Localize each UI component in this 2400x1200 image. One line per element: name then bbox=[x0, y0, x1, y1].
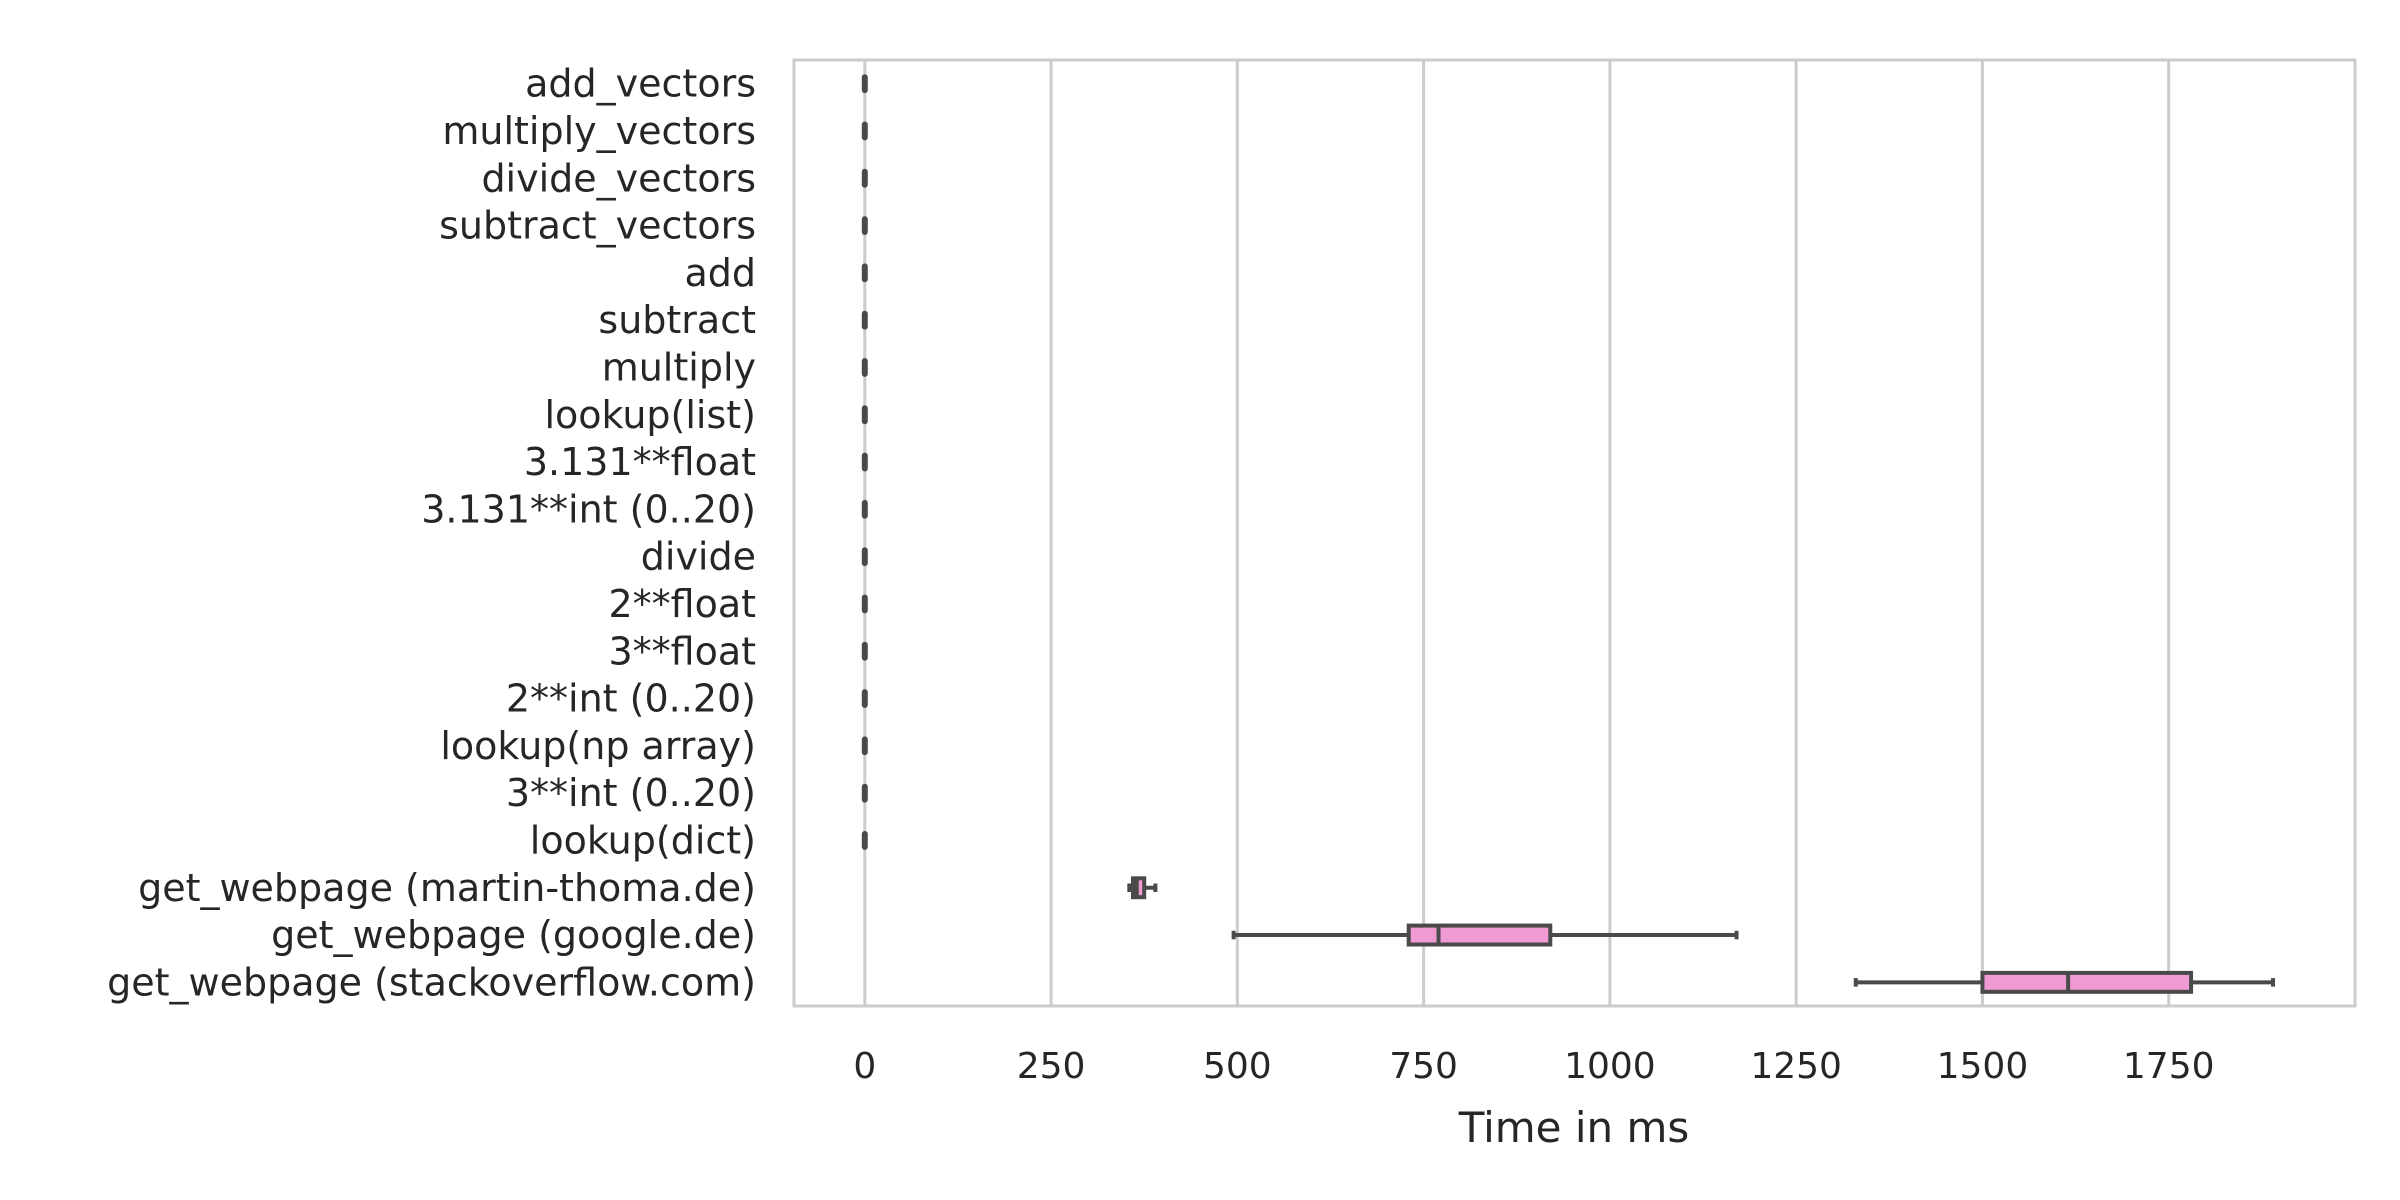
category-label-9: 3.131**int (0..20) bbox=[421, 487, 756, 531]
box-4 bbox=[861, 263, 868, 283]
box-11-marker bbox=[861, 594, 868, 614]
box-10 bbox=[861, 547, 868, 567]
category-label-18: get_webpage (google.de) bbox=[271, 913, 756, 957]
box-7 bbox=[861, 405, 868, 425]
box-6-marker bbox=[861, 357, 868, 377]
category-label-17: get_webpage (martin-thoma.de) bbox=[138, 866, 756, 910]
box-15 bbox=[861, 783, 868, 803]
box-12 bbox=[861, 641, 868, 661]
category-label-14: lookup(np array) bbox=[440, 724, 756, 768]
category-label-8: 3.131**float bbox=[524, 440, 756, 484]
box-5-marker bbox=[861, 310, 868, 330]
box-3-marker bbox=[861, 216, 868, 236]
box-11 bbox=[861, 594, 868, 614]
box-9-marker bbox=[861, 499, 868, 519]
x-tick-label-6: 1500 bbox=[1937, 1046, 2029, 1087]
category-labels: add_vectorsmultiply_vectorsdivide_vector… bbox=[107, 62, 756, 1005]
box-14-marker bbox=[861, 736, 868, 756]
box-18-iqr bbox=[1406, 923, 1553, 947]
box-16 bbox=[861, 830, 868, 850]
x-axis-title: Time in ms bbox=[1458, 1103, 1690, 1152]
category-label-11: 2**float bbox=[608, 582, 756, 626]
box-5 bbox=[861, 310, 868, 330]
category-label-5: subtract bbox=[598, 298, 756, 342]
box-2-marker bbox=[861, 168, 868, 188]
box-3 bbox=[861, 216, 868, 236]
box-18 bbox=[1231, 923, 1739, 947]
box-8 bbox=[861, 452, 868, 472]
box-0 bbox=[861, 74, 868, 94]
category-label-13: 2**int (0..20) bbox=[506, 677, 756, 721]
x-tick-label-3: 750 bbox=[1389, 1046, 1458, 1087]
box-6 bbox=[861, 357, 868, 377]
box-8-marker bbox=[861, 452, 868, 472]
box-17 bbox=[1127, 876, 1158, 900]
box-10-marker bbox=[861, 547, 868, 567]
box-12-marker bbox=[861, 641, 868, 661]
x-tick-label-5: 1250 bbox=[1750, 1046, 1842, 1087]
box-13-marker bbox=[861, 689, 868, 709]
category-label-19: get_webpage (stackoverflow.com) bbox=[107, 960, 756, 1004]
category-label-1: multiply_vectors bbox=[442, 109, 756, 153]
gridlines bbox=[863, 60, 2171, 1006]
category-label-16: lookup(dict) bbox=[530, 818, 756, 862]
box-19 bbox=[1853, 970, 2276, 994]
x-tick-label-0: 0 bbox=[853, 1046, 876, 1087]
category-label-15: 3**int (0..20) bbox=[506, 771, 756, 815]
x-tick-label-4: 1000 bbox=[1564, 1046, 1656, 1087]
box-4-marker bbox=[861, 263, 868, 283]
category-label-7: lookup(list) bbox=[544, 393, 756, 437]
category-label-6: multiply bbox=[602, 345, 756, 389]
box-7-marker bbox=[861, 405, 868, 425]
box-15-marker bbox=[861, 783, 868, 803]
category-label-3: subtract_vectors bbox=[439, 204, 756, 248]
x-tick-label-2: 500 bbox=[1203, 1046, 1272, 1087]
boxes bbox=[861, 74, 2276, 994]
x-tick-labels: 0 250 500 750 1000 1250 1500 1750 bbox=[853, 1046, 2214, 1087]
category-label-2: divide_vectors bbox=[481, 156, 756, 200]
box-1 bbox=[861, 121, 868, 141]
box-14 bbox=[861, 736, 868, 756]
category-label-0: add_vectors bbox=[525, 62, 756, 106]
box-0-marker bbox=[861, 74, 868, 94]
category-label-4: add bbox=[684, 251, 756, 295]
category-label-12: 3**float bbox=[608, 629, 756, 673]
x-tick-label-7: 1750 bbox=[2123, 1046, 2215, 1087]
x-tick-label-1: 250 bbox=[1017, 1046, 1086, 1087]
box-2 bbox=[861, 168, 868, 188]
category-label-10: divide bbox=[641, 535, 756, 579]
box-16-marker bbox=[861, 830, 868, 850]
box-19-iqr bbox=[1980, 970, 2194, 994]
box-1-marker bbox=[861, 121, 868, 141]
box-9 bbox=[861, 499, 868, 519]
box-13 bbox=[861, 689, 868, 709]
plot-frame bbox=[792, 58, 2357, 1008]
